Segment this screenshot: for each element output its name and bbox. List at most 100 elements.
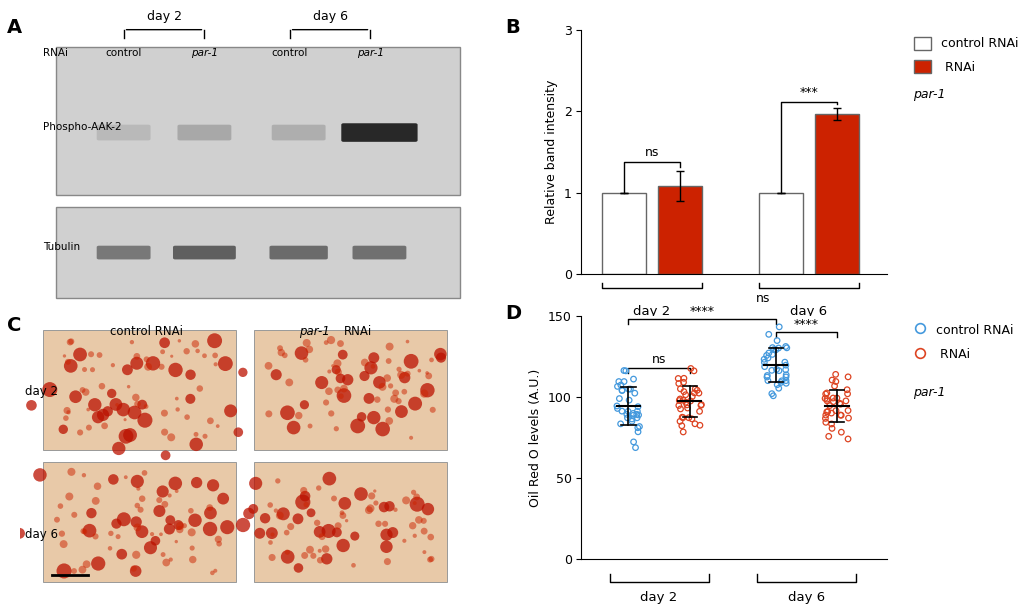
Point — [121, 430, 138, 440]
Point — [125, 564, 142, 573]
Point — [157, 451, 173, 460]
Point — [76, 527, 93, 536]
Point — [147, 536, 163, 545]
Point — [630, 410, 646, 420]
Point — [66, 510, 83, 520]
Point — [767, 345, 784, 354]
Point — [110, 532, 126, 542]
Point — [137, 415, 153, 425]
Point — [763, 350, 780, 359]
Point — [156, 408, 172, 418]
Point — [279, 552, 296, 562]
Point — [264, 553, 280, 562]
Point — [682, 396, 698, 406]
Point — [79, 405, 96, 415]
Point — [127, 566, 144, 576]
Point — [186, 516, 203, 525]
Point — [673, 421, 689, 430]
Text: Phospho-AAK-2: Phospho-AAK-2 — [43, 122, 121, 132]
Point — [381, 342, 397, 351]
Point — [262, 500, 278, 510]
Point — [71, 350, 88, 359]
Point — [669, 379, 686, 389]
Point — [328, 424, 344, 434]
Point — [205, 480, 221, 490]
Point — [423, 554, 439, 564]
Point — [409, 499, 425, 509]
Point — [838, 385, 854, 395]
Point — [332, 339, 348, 348]
Y-axis label: Oil Red O levels (A.U.): Oil Red O levels (A.U.) — [529, 368, 542, 507]
Point — [816, 413, 833, 423]
Point — [678, 400, 694, 410]
Point — [817, 418, 834, 427]
Point — [387, 505, 404, 514]
Text: control: control — [105, 47, 142, 58]
Point — [422, 532, 438, 542]
Point — [234, 520, 251, 530]
Point — [619, 409, 635, 419]
Text: RNAi: RNAi — [343, 325, 371, 337]
Point — [769, 384, 786, 393]
Point — [685, 366, 701, 376]
Point — [380, 356, 396, 366]
Point — [129, 399, 146, 409]
Point — [392, 370, 409, 380]
Point — [323, 335, 339, 345]
Point — [619, 413, 635, 423]
Point — [833, 410, 849, 420]
Point — [407, 498, 423, 508]
Point — [686, 388, 702, 398]
Point — [151, 506, 167, 516]
Point — [184, 554, 201, 564]
Point — [123, 337, 140, 347]
Point — [405, 488, 421, 497]
Point — [100, 406, 116, 416]
Point — [276, 350, 292, 360]
Point — [823, 375, 840, 385]
Point — [830, 398, 847, 408]
Point — [365, 362, 381, 371]
Point — [171, 525, 187, 534]
Point — [487, 502, 503, 512]
Point — [161, 491, 177, 500]
Point — [407, 531, 423, 541]
Point — [248, 478, 264, 488]
Point — [671, 401, 687, 410]
Bar — [657, 186, 701, 274]
Point — [84, 508, 100, 518]
Point — [423, 355, 439, 365]
Point — [317, 544, 333, 554]
Point — [156, 427, 172, 437]
Point — [62, 337, 78, 347]
Point — [395, 387, 412, 396]
Point — [629, 423, 645, 432]
Point — [378, 530, 394, 539]
Point — [133, 527, 150, 536]
Point — [825, 381, 842, 391]
FancyBboxPatch shape — [177, 125, 231, 140]
Point — [187, 440, 204, 449]
Point — [405, 521, 421, 531]
Text: ns: ns — [644, 147, 658, 159]
Text: B: B — [504, 18, 519, 37]
Point — [103, 528, 119, 538]
Point — [178, 347, 195, 356]
Point — [679, 403, 695, 413]
Point — [187, 339, 204, 349]
FancyBboxPatch shape — [353, 246, 406, 260]
Point — [323, 409, 339, 418]
Point — [157, 499, 173, 509]
Point — [625, 374, 641, 384]
Point — [329, 521, 345, 531]
Point — [329, 359, 345, 368]
Point — [211, 539, 227, 548]
Point — [768, 380, 785, 390]
Point — [154, 347, 170, 357]
Point — [361, 505, 377, 515]
Point — [611, 419, 628, 429]
Point — [94, 381, 110, 391]
Text: A: A — [7, 18, 22, 37]
Point — [677, 398, 693, 407]
Point — [675, 427, 691, 437]
